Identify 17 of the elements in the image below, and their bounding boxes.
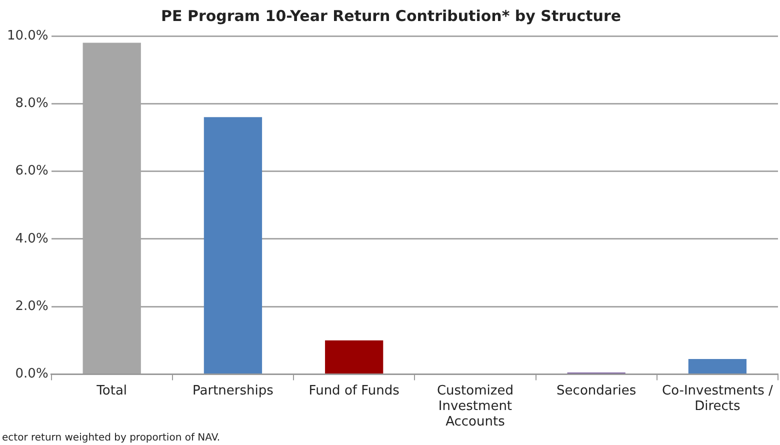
y-tick-label: 6.0% <box>15 164 48 179</box>
bar <box>688 358 747 374</box>
x-tick-label: Co-Investments / Directs <box>662 383 774 414</box>
y-tick-label: 8.0% <box>15 96 48 112</box>
y-tick-label: 2.0% <box>15 298 48 314</box>
bar <box>204 117 262 374</box>
y-tick-label: 0.0% <box>15 366 48 382</box>
x-tick-label: Customized Investment Accounts <box>436 383 514 430</box>
text: ector return weighted by proportion of NAV. <box>2 432 220 444</box>
x-tick-label: Secondaries <box>556 383 636 398</box>
x-tick-label: Partnerships <box>192 383 274 398</box>
bar <box>325 340 384 374</box>
chart-title: PE Program 10-Year Return Contribution* by Structure <box>160 6 622 25</box>
x-tick-label: Total <box>96 383 128 398</box>
x-tick-label: Fund of Funds <box>308 383 400 398</box>
y-tick-label: 4.0% <box>15 231 48 246</box>
y-tick-label: 10.0% <box>6 28 48 44</box>
